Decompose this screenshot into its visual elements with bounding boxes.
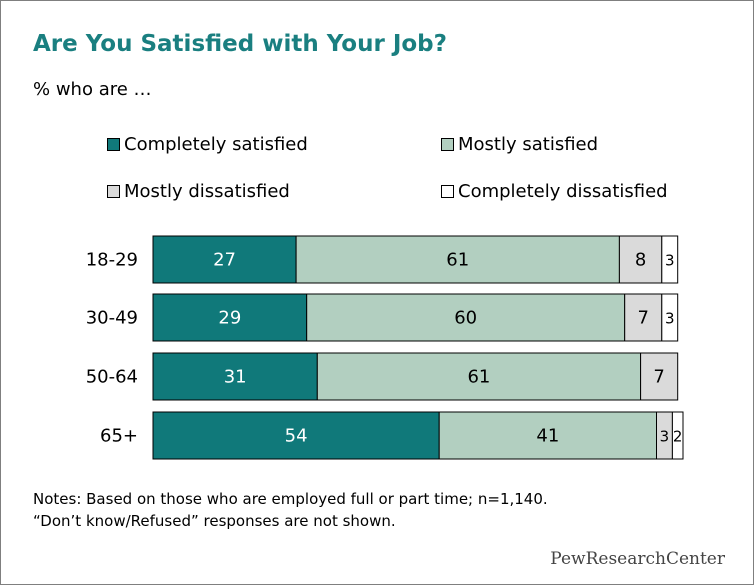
- bar-value-label: 27: [213, 250, 236, 271]
- bar-value-label: 61: [467, 367, 490, 388]
- bar-segment: [295, 235, 620, 284]
- bar-value-label: 7: [638, 308, 649, 329]
- chart-notes: Notes: Based on those who are employed f…: [33, 488, 548, 532]
- bar-segment: [306, 293, 626, 342]
- bar-value-label: 54: [285, 426, 308, 447]
- bar-segment: [316, 352, 642, 401]
- category-label: 50-64: [86, 367, 138, 388]
- bar-segment: [152, 293, 308, 342]
- bar-segment: [152, 411, 440, 460]
- legend-swatch-completely-satisfied: [107, 137, 120, 151]
- chart-subtitle: % who are …: [33, 79, 152, 100]
- legend-label-mostly-dissatisfied: Mostly dissatisfied: [124, 180, 290, 202]
- legend-item-completely-dissatisfied: Completely dissatisfied: [441, 180, 668, 202]
- bar-segment: [661, 293, 679, 342]
- pew-research-center-logo: PewResearchCenter: [550, 549, 725, 569]
- category-label: 30-49: [86, 308, 138, 329]
- legend-label-completely-satisfied: Completely satisfied: [124, 133, 308, 155]
- category-label: 65+: [100, 426, 138, 447]
- legend-item-mostly-dissatisfied: Mostly dissatisfied: [107, 180, 290, 202]
- bar-value-label: 8: [635, 250, 646, 271]
- legend-item-mostly-satisfied: Mostly satisfied: [441, 133, 598, 155]
- legend-swatch-mostly-dissatisfied: [107, 184, 120, 198]
- bar-segment: [671, 411, 684, 460]
- legend-swatch-mostly-satisfied: [441, 137, 454, 151]
- bar-value-label: 60: [454, 308, 477, 329]
- stacked-bar-chart: 18-29 27 61 8 330-49 29 60 7 350-64 31 61 765+ 54 41 3…: [86, 235, 684, 460]
- legend-label-completely-dissatisfied: Completely dissatisfied: [458, 180, 668, 202]
- notes-line-2: “Don’t know/Refused” responses are not s…: [33, 512, 396, 530]
- bar-segment: [661, 235, 679, 284]
- category-label: 18-29: [86, 250, 138, 271]
- bar-value-label: 2: [673, 428, 683, 446]
- bar-segment: [624, 293, 663, 342]
- bar-segment: [640, 352, 679, 401]
- bar-segment: [152, 235, 297, 284]
- bar-value-label: 7: [653, 367, 664, 388]
- chart-title: Are You Satisfied with Your Job?: [33, 31, 447, 57]
- bar-value-label: 3: [660, 428, 670, 446]
- notes-line-1: Notes: Based on those who are employed f…: [33, 490, 548, 508]
- legend-swatch-completely-dissatisfied: [441, 184, 454, 198]
- bar-value-label: 29: [218, 308, 241, 329]
- bar-value-label: 3: [665, 252, 675, 270]
- bar-value-label: 41: [536, 426, 559, 447]
- legend-label-mostly-satisfied: Mostly satisfied: [458, 133, 599, 155]
- bar-value-label: 61: [446, 250, 469, 271]
- bar-segment: [438, 411, 658, 460]
- legend-item-completely-satisfied: Completely satisfied: [107, 133, 308, 155]
- bar-value-label: 31: [224, 367, 247, 388]
- bar-segment: [152, 352, 318, 401]
- bar-segment: [618, 235, 663, 284]
- bar-value-label: 3: [665, 310, 675, 328]
